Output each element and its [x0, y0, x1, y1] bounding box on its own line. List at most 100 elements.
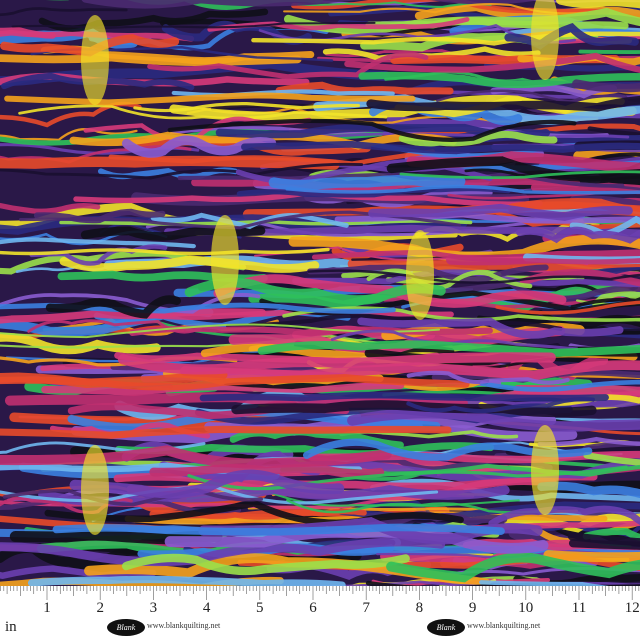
fabric-stripe: [582, 527, 640, 541]
fabric-stripe: [572, 79, 640, 93]
fabric-stripe: [69, 469, 345, 499]
fabric-stripe: [504, 513, 640, 533]
fabric-stripe: [0, 7, 128, 17]
fabric-stripe: [366, 95, 640, 112]
fabric-stripe: [251, 31, 640, 46]
fabric-stripe: [0, 128, 138, 142]
fabric-stripe: [191, 177, 581, 192]
fabric-highlight: [211, 215, 239, 305]
ruler-ticks: [0, 586, 640, 600]
fabric-stripe: [519, 269, 640, 287]
ruler-number: 5: [256, 600, 264, 616]
fabric-stripe: [283, 2, 588, 15]
fabric-stripe: [530, 182, 640, 194]
fabric-stripe: [0, 292, 261, 314]
fabric-stripe: [0, 29, 195, 42]
fabric-stripe: [297, 1, 492, 8]
fabric-stripe: [592, 288, 640, 309]
fabric-stripe: [495, 300, 640, 315]
fabric-stripe: [0, 374, 470, 391]
ruler-number: 2: [96, 600, 104, 616]
inch-ruler: 1 2 3 4 5 6 7 8 9 10 11 12 in Blank www.blankquilti…: [0, 586, 640, 640]
fabric-stripe: [0, 334, 453, 349]
fabric-stripe: [0, 53, 302, 67]
fabric-stripe: [133, 101, 360, 113]
fabric-stripe: [386, 156, 640, 182]
fabric-stripe: [129, 325, 493, 337]
fabric-stripe: [569, 195, 640, 211]
fabric-stripe: [399, 170, 640, 179]
fabric-stripe: [147, 52, 429, 80]
fabric-stripe: [386, 552, 640, 583]
fabric-stripe: [167, 118, 577, 142]
fabric-stripe: [537, 481, 640, 499]
fabric-stripe: [344, 52, 640, 73]
fabric-stripe: [358, 71, 640, 89]
fabric-stripe: [164, 526, 549, 554]
ruler-number: 7: [362, 600, 370, 616]
ruler-unit-label: in: [5, 619, 17, 635]
fabric-stripe: [52, 523, 505, 536]
brand-logo: Blank: [427, 619, 465, 636]
fabric-stripe: [81, 0, 541, 9]
ruler-number: 9: [468, 600, 477, 616]
fabric-stripe: [149, 464, 385, 479]
fabric-stripe: [311, 249, 640, 265]
fabric-pattern-image: [0, 0, 640, 586]
fabric-stripe: [404, 180, 640, 191]
fabric-stripe: [490, 84, 618, 99]
fabric-highlight: [531, 0, 559, 80]
fabric-stripe: [366, 268, 533, 290]
fabric-stripe: [207, 17, 470, 32]
fabric-stripe: [41, 381, 405, 397]
fabric-stripe: [513, 385, 640, 396]
ruler-number: 10: [518, 600, 534, 616]
fabric-stripe: [4, 92, 416, 106]
fabric-stripe: [0, 237, 196, 249]
fabric-stripe: [406, 370, 570, 385]
fabric-stripe: [569, 215, 640, 239]
fabric-stripe: [45, 295, 181, 319]
fabric-stripe: [449, 479, 640, 494]
fabric-stripe: [236, 186, 511, 198]
fabric-stripe: [507, 198, 640, 217]
fabric-stripe: [357, 317, 624, 339]
brand-url: www.blankquilting.net: [147, 621, 221, 630]
fabric-stripe: [439, 576, 567, 586]
fabric-stripe: [117, 352, 556, 375]
fabric-stripe: [257, 340, 640, 358]
fabric-stripe: [502, 417, 640, 423]
fabric-stripe: [515, 226, 640, 244]
fabric-stripe: [567, 532, 640, 547]
fabric-stripe: [180, 360, 640, 381]
fabric-stripe: [368, 203, 633, 221]
fabric-stripe: [121, 553, 410, 576]
ruler-number: 6: [309, 600, 317, 616]
fabric-stripe: [268, 174, 466, 191]
fabric-stripe: [241, 140, 640, 155]
fabric-stripe: [2, 488, 264, 507]
fabric-stripe: [285, 184, 640, 195]
fabric-stripe: [488, 505, 640, 527]
ruler-number: 8: [415, 600, 424, 616]
fabric-stripe: [59, 255, 320, 273]
fabric-stripe: [406, 397, 595, 414]
fabric-stripe: [0, 247, 330, 256]
fabric-highlight: [81, 445, 109, 535]
ruler-number: 1: [43, 600, 51, 616]
fabric-stripe: [11, 21, 376, 30]
fabric-stripe: [307, 269, 640, 284]
fabric-stripe: [543, 550, 640, 563]
ruler-number: 3: [149, 600, 158, 616]
fabric-stripe: [0, 162, 364, 180]
fabric-highlight: [406, 230, 434, 320]
fabric-stripe: [0, 308, 266, 324]
fabric-stripe: [0, 302, 396, 314]
fabric-stripe: [0, 202, 101, 214]
fabric-stripe: [570, 297, 640, 310]
fabric-stripe: [398, 130, 558, 147]
fabric-highlight: [531, 425, 559, 515]
ruler-number: 12: [624, 600, 640, 616]
fabric-highlight: [81, 15, 109, 105]
